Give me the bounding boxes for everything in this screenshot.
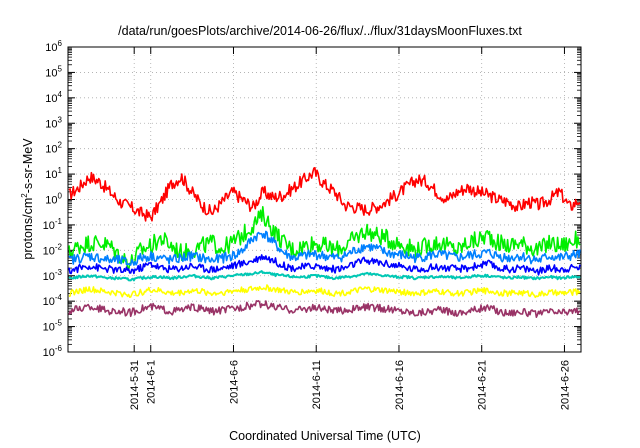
y-tick-exponent: 0 (58, 192, 63, 201)
y-tick-label: 102 (45, 141, 62, 156)
y-tick-base: 10 (43, 347, 55, 359)
y-axis-label-sup: 2 (20, 193, 29, 198)
y-tick-exponent: -6 (55, 344, 63, 353)
y-tick-exponent: 1 (58, 166, 63, 175)
axis-ticks (68, 46, 581, 353)
y-tick-exponent: -3 (55, 268, 63, 277)
series-line-5 (68, 270, 581, 282)
grid-lines (68, 47, 581, 352)
x-axis-label: Coordinated Universal Time (UTC) (229, 429, 421, 443)
y-tick-label: 10-3 (43, 268, 63, 283)
x-tick-labels: 2014-5-31 2014-6-1 2014-6-6 2014-6-11 2014-6… (129, 360, 571, 410)
y-tick-base: 10 (45, 144, 57, 156)
y-tick-label: 104 (45, 90, 62, 105)
y-tick-label: 10-1 (43, 217, 63, 232)
y-tick-label: 10-5 (43, 319, 63, 334)
x-tick-label: 2014-6-1 (146, 360, 158, 404)
y-axis-label-pre: protons/cm (21, 198, 35, 260)
y-tick-label: 106 (45, 39, 62, 54)
y-tick-exponent: -1 (55, 217, 63, 226)
y-tick-base: 10 (43, 322, 55, 334)
y-tick-base: 10 (43, 296, 55, 308)
y-tick-label: 101 (45, 166, 62, 181)
x-tick-label: 2014-6-21 (477, 360, 489, 410)
y-tick-label: 10-2 (43, 242, 63, 257)
y-tick-base: 10 (45, 195, 57, 207)
y-tick-exponent: -2 (55, 242, 63, 251)
y-tick-base: 10 (45, 118, 57, 130)
x-tick-label: 2014-6-16 (394, 360, 406, 410)
series-line-1 (68, 167, 581, 222)
x-tick-label: 2014-6-11 (311, 360, 323, 409)
series-line-2 (68, 206, 581, 272)
y-tick-exponent: 6 (58, 39, 63, 48)
y-tick-label: 10-6 (43, 344, 63, 359)
y-tick-labels: 10610510410310210110010-110-210-310-410-… (43, 39, 63, 359)
y-axis-label: protons/cm2-s-sr-MeV (20, 138, 35, 260)
y-tick-exponent: 2 (58, 141, 63, 150)
y-tick-exponent: 3 (58, 115, 63, 124)
y-tick-label: 100 (45, 192, 62, 207)
x-tick-label: 2014-6-6 (228, 360, 240, 404)
y-tick-label: 10-4 (43, 293, 63, 308)
y-tick-base: 10 (43, 245, 55, 257)
y-tick-base: 10 (45, 169, 57, 181)
y-tick-exponent: -5 (55, 319, 63, 328)
y-tick-base: 10 (45, 67, 57, 79)
series-line-3 (68, 230, 581, 266)
y-tick-exponent: 5 (58, 64, 63, 73)
y-tick-base: 10 (43, 271, 55, 283)
series-group (68, 167, 581, 319)
y-axis-label-post: -s-sr-MeV (21, 138, 35, 194)
y-tick-label: 105 (45, 64, 62, 79)
series-line-7 (68, 299, 581, 319)
y-tick-exponent: 4 (58, 90, 63, 99)
series-line-6 (68, 284, 581, 299)
series-line-4 (68, 254, 581, 276)
x-tick-label: 2014-5-31 (129, 360, 141, 410)
chart-title: /data/run/goesPlots/archive/2014-06-26/f… (118, 24, 522, 38)
y-tick-base: 10 (45, 93, 57, 105)
x-tick-label: 2014-6-26 (559, 360, 571, 410)
y-tick-label: 103 (45, 115, 62, 130)
y-tick-base: 10 (45, 42, 57, 54)
y-tick-base: 10 (43, 220, 55, 232)
y-tick-exponent: -4 (55, 293, 63, 302)
